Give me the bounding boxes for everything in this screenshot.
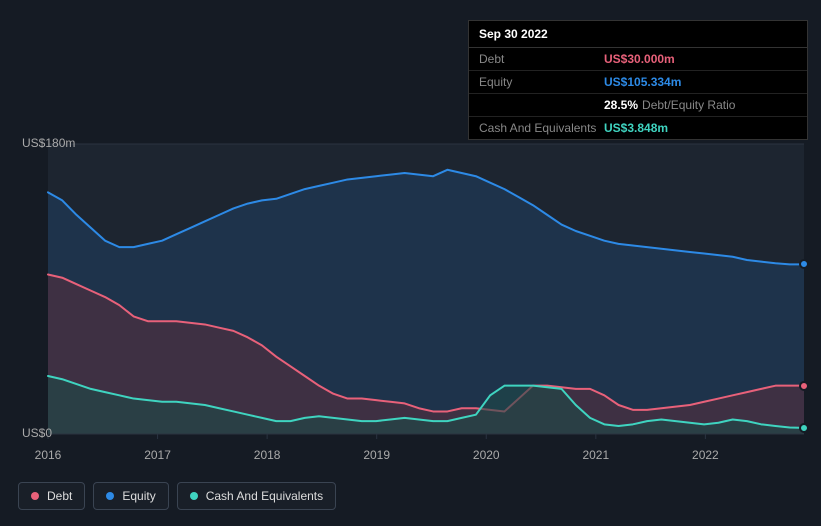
chart-tooltip: Sep 30 2022 DebtUS$30.000mEquityUS$105.3…	[468, 20, 808, 140]
tooltip-value: US$3.848m	[604, 121, 668, 135]
x-axis-label: 2016	[35, 448, 62, 462]
tooltip-row: EquityUS$105.334m	[469, 71, 807, 94]
x-axis-label: 2018	[254, 448, 281, 462]
y-axis-label: US$0	[22, 426, 52, 440]
tooltip-label: Cash And Equivalents	[479, 121, 604, 135]
tooltip-value: US$105.334m	[604, 75, 681, 89]
legend-label: Cash And Equivalents	[206, 489, 323, 503]
x-axis-label: 2017	[144, 448, 171, 462]
legend-label: Equity	[122, 489, 155, 503]
tooltip-secondary: Debt/Equity Ratio	[642, 98, 735, 112]
tooltip-row: Cash And EquivalentsUS$3.848m	[469, 117, 807, 139]
tooltip-date: Sep 30 2022	[469, 21, 807, 48]
chart-legend: Debt Equity Cash And Equivalents	[18, 482, 336, 510]
x-axis-label: 2019	[363, 448, 390, 462]
tooltip-row: 28.5%Debt/Equity Ratio	[469, 94, 807, 117]
tooltip-value: 28.5%Debt/Equity Ratio	[604, 98, 735, 112]
tooltip-value: US$30.000m	[604, 52, 675, 66]
cash-end-marker	[799, 423, 809, 433]
x-axis-label: 2020	[473, 448, 500, 462]
legend-label: Debt	[47, 489, 72, 503]
legend-dot-icon	[190, 492, 198, 500]
tooltip-label	[479, 98, 604, 112]
tooltip-label: Equity	[479, 75, 604, 89]
y-axis-label: US$180m	[22, 136, 75, 150]
x-axis-label: 2022	[692, 448, 719, 462]
tooltip-row: DebtUS$30.000m	[469, 48, 807, 71]
legend-item-equity[interactable]: Equity	[93, 482, 168, 510]
legend-item-debt[interactable]: Debt	[18, 482, 85, 510]
debt-end-marker	[799, 381, 809, 391]
tooltip-label: Debt	[479, 52, 604, 66]
legend-dot-icon	[31, 492, 39, 500]
x-axis-label: 2021	[582, 448, 609, 462]
equity-end-marker	[799, 259, 809, 269]
legend-item-cash[interactable]: Cash And Equivalents	[177, 482, 336, 510]
legend-dot-icon	[106, 492, 114, 500]
